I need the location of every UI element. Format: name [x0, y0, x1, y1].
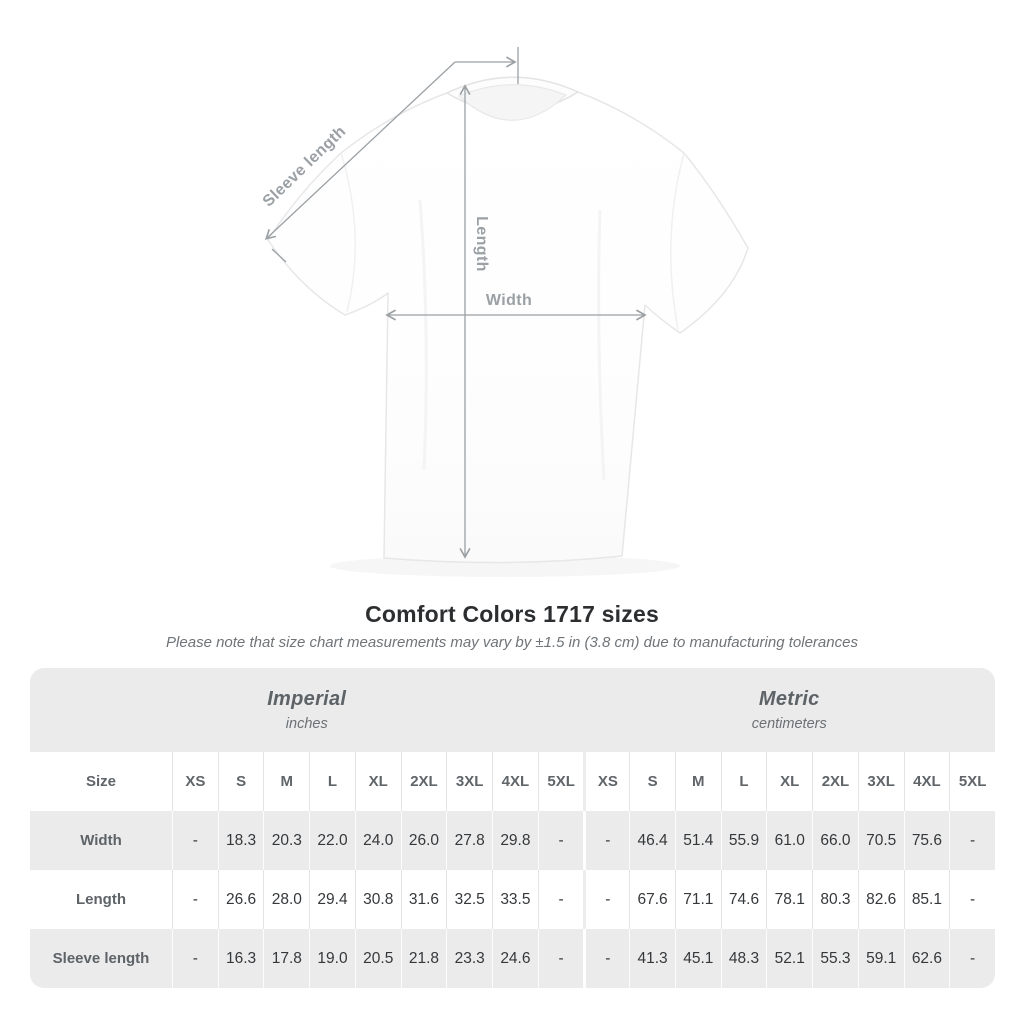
length-xs-in: - [172, 870, 218, 929]
size-xs-metric: XS [583, 752, 629, 811]
sleeve-l-in: 19.0 [309, 929, 355, 988]
sleeve-2xl-in: 21.8 [400, 929, 447, 988]
row-label-width: Width [80, 832, 122, 849]
length-l-in: 29.4 [309, 870, 355, 929]
width-l-in: 22.0 [309, 811, 355, 870]
sleeve-xl-in: 20.5 [354, 929, 401, 988]
imperial-subtitle: inches [285, 716, 328, 732]
metric-section-header: Metric centimeters [584, 668, 996, 752]
size-xl-metric: XL [766, 752, 812, 811]
length-3xl-in: 32.5 [446, 870, 492, 929]
size-s-metric: S [629, 752, 675, 811]
width-m-in: 20.3 [263, 811, 309, 870]
size-l-metric: L [720, 752, 767, 811]
metric-subtitle: centimeters [751, 716, 827, 732]
sleeve-xs-cm: - [583, 929, 629, 988]
imperial-section-header: Imperial inches [30, 668, 584, 752]
size-m-metric: M [674, 752, 721, 811]
length-label: Length [473, 216, 490, 272]
width-5xl-in: - [537, 811, 584, 870]
width-3xl-cm: 70.5 [857, 811, 904, 870]
measurement-arrows [264, 47, 647, 559]
width-s-cm: 46.4 [629, 811, 675, 870]
width-m-cm: 51.4 [674, 811, 721, 870]
length-xs-cm: - [583, 870, 629, 929]
tshirt-silhouette [267, 91, 749, 564]
sleeve-xl-cm: 52.1 [766, 929, 812, 988]
length-4xl-in: 33.5 [492, 870, 538, 929]
width-4xl-in: 29.8 [492, 811, 538, 870]
width-xl-in: 24.0 [354, 811, 401, 870]
size-3xl-metric: 3XL [857, 752, 904, 811]
length-xl-cm: 78.1 [766, 870, 812, 929]
size-s-imperial: S [217, 752, 264, 811]
imperial-title: Imperial [267, 688, 347, 710]
size-4xl-imperial: 4XL [492, 752, 538, 811]
length-xl-in: 30.8 [354, 870, 401, 929]
units-band: Imperial inches Metric centimeters [30, 668, 995, 752]
size-xs-imperial: XS [172, 752, 218, 811]
page-title: Comfort Colors 1717 sizes [365, 601, 659, 627]
length-m-cm: 71.1 [674, 870, 721, 929]
length-s-cm: 67.6 [629, 870, 675, 929]
size-column-header: Size [85, 773, 116, 790]
width-label: Width [485, 292, 533, 309]
sleeve-s-cm: 41.3 [629, 929, 675, 988]
size-5xl-imperial: 5XL [537, 752, 584, 811]
size-3xl-imperial: 3XL [446, 752, 492, 811]
length-4xl-cm: 85.1 [903, 870, 950, 929]
size-m-imperial: M [263, 752, 309, 811]
size-table: Imperial inches Metric centimeters Size … [30, 668, 995, 988]
width-l-cm: 55.9 [720, 811, 767, 870]
row-label-sleeve-length: Sleeve length [52, 950, 150, 967]
size-2xl-imperial: 2XL [400, 752, 447, 811]
length-m-in: 28.0 [263, 870, 309, 929]
sleeve-2xl-cm: 55.3 [812, 929, 858, 988]
size-2xl-metric: 2XL [812, 752, 858, 811]
width-5xl-cm: - [949, 811, 995, 870]
length-2xl-in: 31.6 [400, 870, 447, 929]
row-label-length: Length [76, 891, 126, 908]
width-xs-in: - [172, 811, 218, 870]
sleeve-s-in: 16.3 [217, 929, 264, 988]
length-row: Length - 26.6 28.0 29.4 30.8 31.6 32.5 3… [30, 870, 995, 929]
width-2xl-in: 26.0 [400, 811, 447, 870]
sleeve-l-cm: 48.3 [720, 929, 767, 988]
size-xl-imperial: XL [354, 752, 401, 811]
length-5xl-in: - [537, 870, 584, 929]
sleeve-3xl-in: 23.3 [446, 929, 492, 988]
size-5xl-metric: 5XL [949, 752, 995, 811]
length-3xl-cm: 82.6 [857, 870, 904, 929]
width-2xl-cm: 66.0 [812, 811, 858, 870]
sleeve-4xl-in: 24.6 [492, 929, 538, 988]
width-xs-cm: - [583, 811, 629, 870]
sleeve-xs-in: - [172, 929, 218, 988]
length-s-in: 26.6 [217, 870, 264, 929]
length-5xl-cm: - [949, 870, 995, 929]
metric-title: Metric [758, 688, 820, 710]
width-xl-cm: 61.0 [766, 811, 812, 870]
size-4xl-metric: 4XL [903, 752, 950, 811]
tolerance-note: Please note that size chart measurements… [166, 634, 858, 651]
width-4xl-cm: 75.6 [903, 811, 950, 870]
sleeve-4xl-cm: 62.6 [903, 929, 950, 988]
size-l-imperial: L [309, 752, 355, 811]
measurement-diagram: Sleeve length Length Width [260, 47, 749, 564]
width-3xl-in: 27.8 [446, 811, 492, 870]
width-row: Width - 18.3 20.3 22.0 24.0 26.0 27.8 29… [30, 811, 995, 870]
length-l-cm: 74.6 [720, 870, 767, 929]
tshirt-diagram-image [264, 47, 749, 564]
size-header-row: Size XS S M L XL 2XL 3XL 4XL 5XL XS S M … [30, 752, 995, 811]
sleeve-5xl-in: - [537, 929, 584, 988]
sleeve-5xl-cm: - [949, 929, 995, 988]
sleeve-m-in: 17.8 [263, 929, 309, 988]
sleeve-m-cm: 45.1 [674, 929, 721, 988]
width-s-in: 18.3 [217, 811, 264, 870]
length-2xl-cm: 80.3 [812, 870, 858, 929]
sleeve-length-row: Sleeve length - 16.3 17.8 19.0 20.5 21.8… [30, 929, 995, 988]
sleeve-3xl-cm: 59.1 [857, 929, 904, 988]
